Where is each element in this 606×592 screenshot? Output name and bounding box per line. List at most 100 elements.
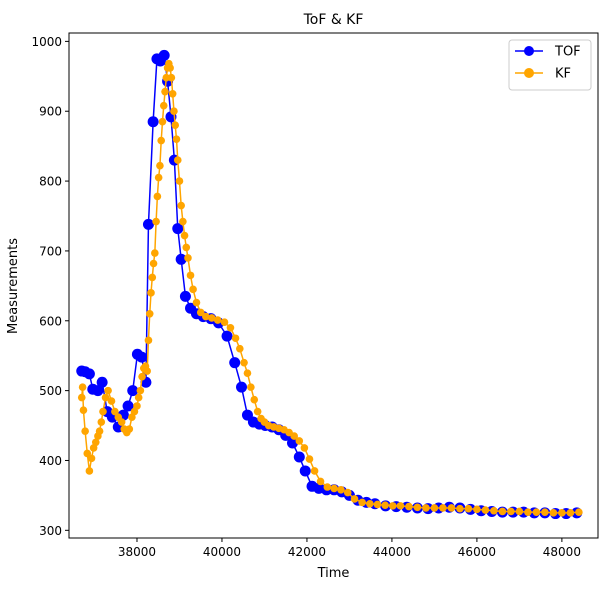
series-kf-point <box>156 161 164 170</box>
x-tick-label: 46000 <box>458 545 496 559</box>
series-kf-point <box>87 454 96 463</box>
series-kf-point <box>79 406 88 414</box>
series-kf-point <box>226 323 235 332</box>
series-kf-point <box>464 504 473 513</box>
series-kf-point <box>373 500 382 509</box>
series-kf-point <box>388 502 397 510</box>
series-kf-point <box>159 101 168 110</box>
series-kf <box>77 59 583 517</box>
series-kf-point <box>167 73 176 82</box>
x-tick-label: 44000 <box>373 545 411 559</box>
series-kf-point <box>111 407 119 416</box>
series-kf-point <box>456 504 464 513</box>
y-tick-label: 400 <box>39 454 62 468</box>
legend-kf-label: KF <box>555 67 571 82</box>
series-kf-point <box>172 135 181 143</box>
legend: TOF KF <box>508 39 592 91</box>
series-kf-point <box>144 336 153 345</box>
series-kf-point <box>337 486 345 494</box>
series-kf-point <box>95 427 104 435</box>
series-tof-point <box>175 253 187 265</box>
y-tick-label: 600 <box>39 314 62 328</box>
series-tof-point <box>293 451 305 463</box>
chart-title: ToF & KF <box>303 12 364 28</box>
series-kf-point <box>145 309 154 318</box>
series-kf-point <box>134 393 143 402</box>
series-kf-point <box>236 344 244 353</box>
series-kf-point <box>78 383 87 391</box>
series-kf-point <box>143 367 151 375</box>
series-kf-point <box>154 173 163 182</box>
series-kf-point <box>166 64 174 72</box>
series-kf-point <box>305 455 314 463</box>
x-tick-label: 38000 <box>118 545 156 559</box>
series-kf-point <box>507 507 515 516</box>
series-kf-point <box>498 507 507 516</box>
x-tick-label: 48000 <box>543 545 581 559</box>
series-kf-point <box>243 369 252 377</box>
series-tof-point <box>92 385 104 397</box>
series-kf-point <box>575 508 583 516</box>
series-kf-point <box>213 316 222 324</box>
series-kf-point <box>196 308 205 317</box>
series-kf-point <box>184 254 192 262</box>
series-kf-point <box>405 502 413 511</box>
x-axis: 38000 40000 42000 44000 46000 48000 <box>118 538 581 559</box>
series-kf-point <box>104 386 112 395</box>
y-tick-label: 800 <box>39 175 62 189</box>
series-tof-point <box>179 290 191 302</box>
series-kf-point <box>549 509 558 517</box>
series-kf-point <box>177 201 185 210</box>
series-kf-point <box>481 506 490 514</box>
series-kf-point <box>157 136 165 145</box>
series-tof-point <box>158 49 170 61</box>
series-tof-point <box>142 218 154 230</box>
series-tof-point <box>83 368 95 380</box>
series-kf-point <box>175 177 184 185</box>
y-tick-label: 1000 <box>31 35 62 49</box>
series-kf-point <box>323 483 332 491</box>
series-kf-point <box>97 418 106 426</box>
series-kf-point <box>180 231 189 240</box>
series-kf-point <box>91 438 100 447</box>
series-kf-point <box>250 395 259 404</box>
series-kf-point <box>153 192 162 201</box>
series-kf-point <box>295 437 304 445</box>
y-axis: 300 400 500 600 700 800 900 1000 <box>31 35 69 538</box>
series-kf-point <box>202 312 210 321</box>
series-kf-point <box>182 243 191 252</box>
series-kf-point <box>300 444 309 452</box>
series-kf-point <box>148 273 157 282</box>
series-kf-point <box>207 314 216 322</box>
series-kf-point <box>541 508 549 516</box>
series-kf-point <box>151 249 159 257</box>
series-kf-point <box>107 397 116 405</box>
series-kf-point <box>330 484 338 493</box>
legend-kf-marker <box>524 68 534 78</box>
x-axis-label: Time <box>317 566 350 581</box>
series-kf-point <box>413 503 422 512</box>
series-kf-point <box>558 509 566 517</box>
series-kf-point <box>350 495 359 503</box>
series-kf-point <box>566 509 575 517</box>
series-kf-point <box>358 498 366 507</box>
series-kf-point <box>152 217 160 226</box>
y-tick-label: 500 <box>39 384 62 398</box>
series-kf-point <box>240 358 248 367</box>
series-kf-point <box>253 407 262 416</box>
series-kf-point <box>77 393 86 402</box>
series-tof-point <box>96 376 108 388</box>
series-kf-point <box>290 432 299 440</box>
y-axis-label: Measurements <box>6 238 21 334</box>
series-kf-point <box>99 407 107 416</box>
series-tof-point <box>236 381 248 393</box>
series-kf-point <box>439 504 447 512</box>
series-kf-point <box>447 504 456 512</box>
series-kf-point <box>81 427 89 435</box>
series-kf-point <box>85 467 94 475</box>
series-kf-point <box>186 271 195 280</box>
series-kf-point <box>316 477 325 486</box>
